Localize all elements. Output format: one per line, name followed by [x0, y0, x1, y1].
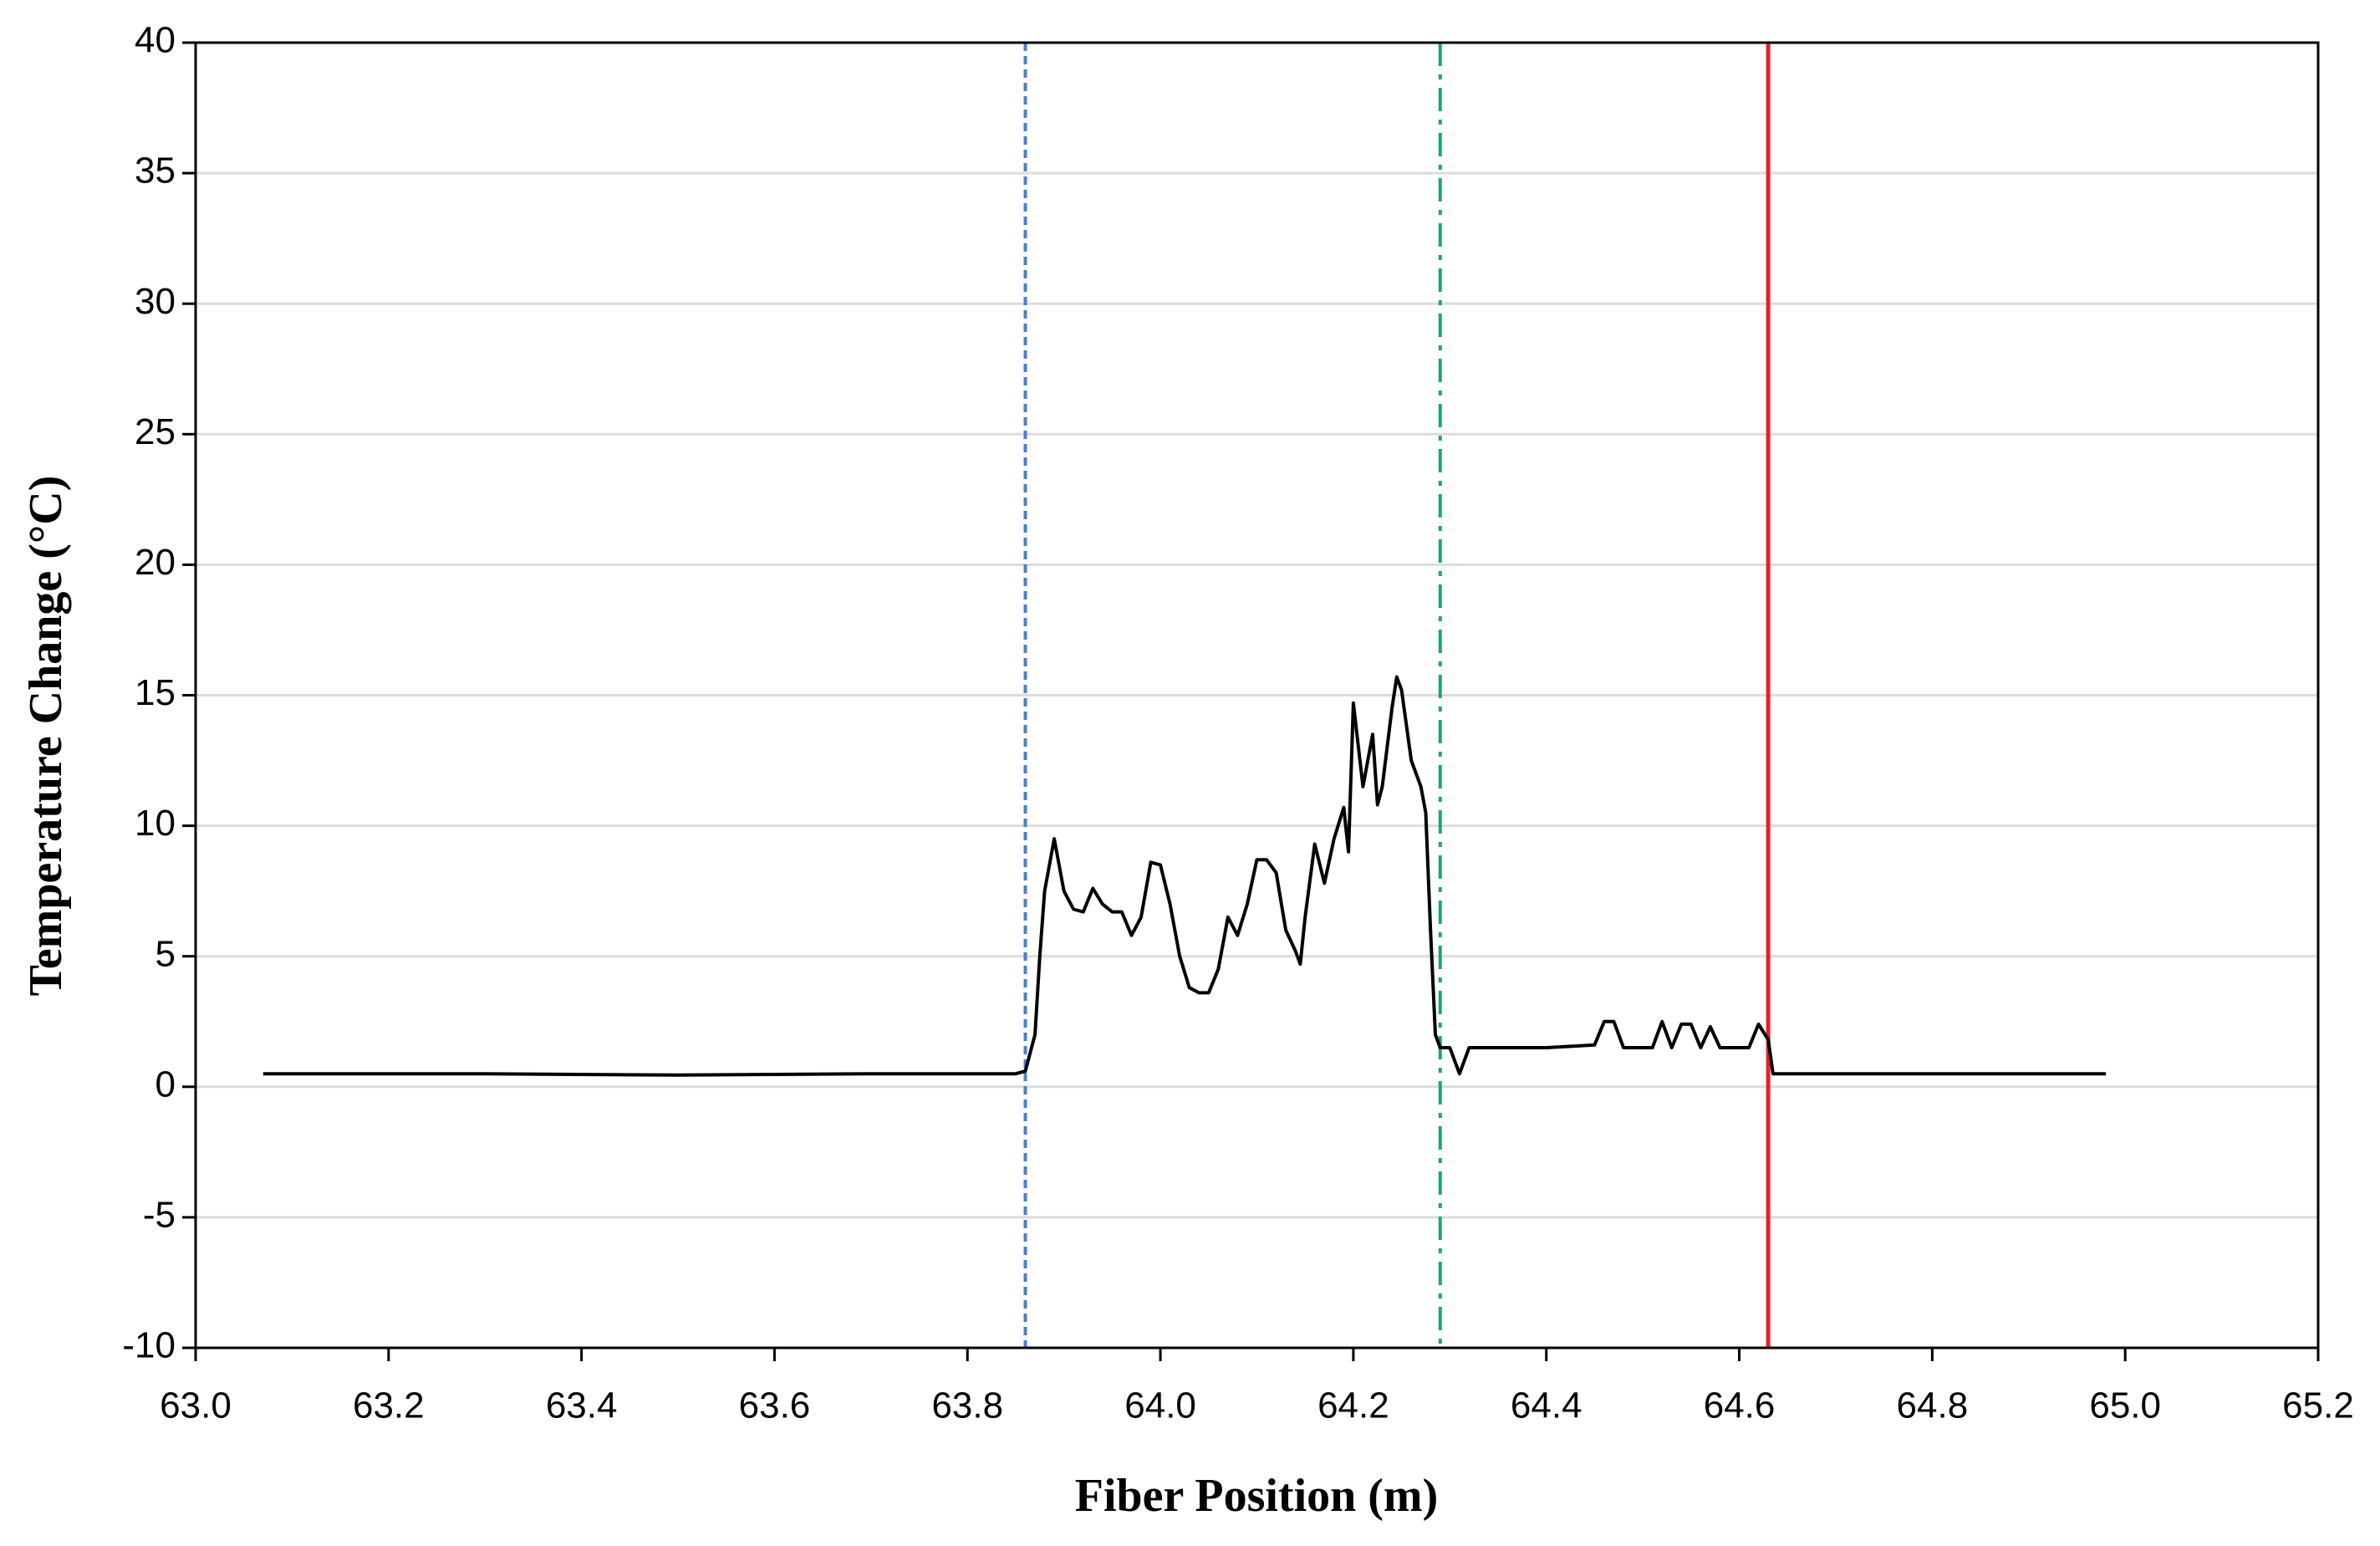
y-tick-label: 40 [135, 20, 176, 61]
y-tick-label: -10 [122, 1325, 176, 1366]
y-tick-label: 5 [155, 933, 176, 974]
y-tick-label: 30 [135, 281, 176, 322]
data-line [262, 675, 2107, 1077]
y-tick-label: -5 [143, 1195, 176, 1236]
y-tick-label: 20 [135, 542, 176, 583]
x-tick-label: 64.0 [1124, 1385, 1196, 1426]
y-axis-title: Temperature Change (°C) [20, 476, 72, 997]
x-tick-label: 64.6 [1704, 1385, 1776, 1426]
x-tick-label: 63.0 [160, 1385, 232, 1426]
x-tick-label: 64.8 [1897, 1385, 1969, 1426]
y-tick-label: 15 [135, 672, 176, 713]
y-tick-label: 0 [155, 1064, 176, 1105]
x-tick-label: 63.4 [546, 1385, 618, 1426]
x-axis-title: Fiber Position (m) [1075, 1470, 1438, 1522]
x-tick-label: 65.2 [2282, 1385, 2354, 1426]
x-tick-label: 63.2 [353, 1385, 425, 1426]
y-tick-label: 35 [135, 151, 176, 191]
x-tick-label: 65.0 [2089, 1385, 2161, 1426]
x-tick-label: 63.6 [739, 1385, 811, 1426]
y-tick-label: 10 [135, 803, 176, 844]
y-tick-label: 25 [135, 411, 176, 452]
x-tick-label: 64.4 [1511, 1385, 1582, 1426]
plot-frame [194, 41, 2320, 1350]
x-tick-label: 63.8 [931, 1385, 1003, 1426]
x-tick-label: 64.2 [1317, 1385, 1389, 1426]
